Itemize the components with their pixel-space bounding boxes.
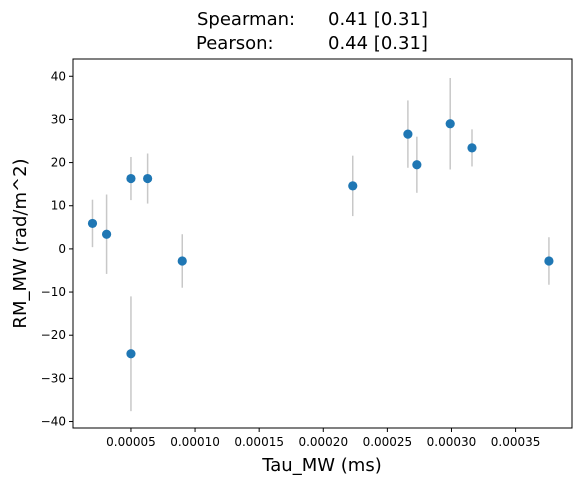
x-tick-label: 0.00035 [491,435,541,449]
x-tick-label: 0.00025 [363,435,413,449]
y-tick-label: −20 [41,328,66,342]
x-axis-ticks: 0.00005 0.00010 0.00015 0.00020 0.00025 0.000… [106,428,540,449]
y-tick-label: −10 [41,285,66,299]
x-tick-label: 0.00015 [234,435,284,449]
y-tick-label: 30 [51,112,66,126]
y-axis-label: RM_MW (rad/m^2) [10,158,31,328]
x-axis-label: Tau_MW (ms) [261,455,381,476]
y-axis-ticks: −40 −30 −20 −10 0 10 20 30 40 [41,69,73,429]
y-tick-label: 20 [51,156,66,170]
chart-title-pearson-value: 0.44 [0.31] [328,33,428,54]
x-tick-label: 0.00020 [298,435,348,449]
y-tick-label: −30 [41,371,66,385]
data-point [403,129,413,139]
data-point [467,143,477,153]
data-point [412,160,422,170]
x-tick-label: 0.00030 [427,435,477,449]
data-point [101,229,112,239]
y-tick-label: −40 [41,415,66,429]
chart-title-spearman-label: Spearman: [197,9,295,30]
chart-title-spearman-value: 0.41 [0.31] [328,9,428,30]
data-point [143,173,153,184]
data-point [177,256,187,266]
data-point [126,349,136,359]
data-point [445,119,455,129]
data-point [126,173,136,184]
data-point [87,218,98,229]
plot-area [72,58,573,429]
y-tick-label: 0 [58,242,66,256]
data-point [348,181,358,191]
x-tick-label: 0.00005 [106,435,156,449]
y-tick-label: 40 [51,69,66,83]
chart-title-pearson-label: Pearson: [196,33,274,54]
x-tick-label: 0.00010 [170,435,220,449]
y-tick-label: 10 [51,199,66,213]
data-points [87,119,554,359]
data-point [544,256,554,266]
